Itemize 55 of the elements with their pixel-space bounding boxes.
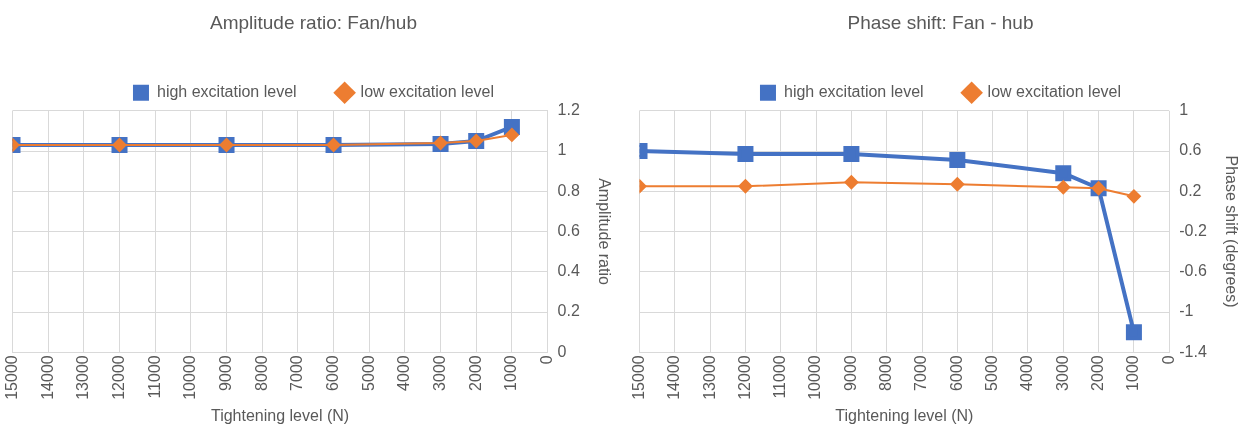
y-tick-label: -0.2 [1179, 221, 1207, 239]
legend-label: high excitation level [783, 83, 924, 101]
y-tick-label: 0.8 [557, 181, 580, 199]
x-tick-label: 8000 [877, 355, 895, 391]
x-axis-title: Tightening level (N) [210, 406, 350, 424]
x-tick-label: 14000 [665, 355, 683, 400]
x-tick-label: 5000 [983, 355, 1001, 391]
x-tick-label: 11000 [145, 355, 163, 399]
x-axis-title: Tightening level (N) [835, 406, 974, 424]
x-tick-label: 10000 [181, 355, 199, 400]
x-tick-label: 0 [1159, 355, 1177, 365]
x-tick-label: 9000 [216, 355, 234, 391]
x-tick-label: 15000 [2, 355, 20, 400]
y-tick-label: 1 [557, 141, 567, 159]
x-tick-label: 7000 [912, 355, 930, 391]
x-tick-label: 11000 [771, 355, 789, 399]
x-tick-label: 4000 [395, 355, 413, 391]
legend-label: low excitation level [987, 83, 1122, 101]
chart-title: Amplitude ratio: Fan/hub [209, 11, 418, 33]
y-tick-label: -1 [1179, 302, 1194, 320]
y-axis-title: Amplitude ratio [595, 178, 613, 286]
y-tick-label: -1.4 [1179, 342, 1207, 360]
x-tick-label: 15000 [629, 355, 647, 400]
y-tick-label: 1 [1179, 101, 1189, 119]
x-tick-label: 6000 [947, 355, 965, 391]
legend-label: low excitation level [360, 83, 495, 101]
x-tick-label: 13000 [700, 355, 718, 400]
y-tick-label: 0.6 [557, 221, 580, 239]
x-tick-label: 9000 [841, 355, 859, 391]
x-tick-label: 7000 [288, 355, 306, 391]
x-tick-label: 13000 [74, 355, 92, 400]
x-tick-label: 5000 [359, 355, 377, 391]
y-tick-label: -0.6 [1179, 262, 1207, 280]
x-tick-label: 2000 [1089, 355, 1107, 391]
x-tick-label: 14000 [38, 355, 56, 400]
x-tick-label: 10000 [806, 355, 824, 400]
x-tick-label: 0 [537, 355, 555, 365]
x-tick-label: 6000 [323, 355, 341, 391]
y-tick-label: 0.4 [557, 262, 580, 280]
y-tick-label: 1.2 [557, 101, 580, 119]
y-tick-label: 0.2 [557, 302, 580, 320]
x-tick-label: 4000 [1018, 355, 1036, 391]
x-tick-label: 12000 [109, 355, 127, 400]
y-axis-title: Phase shift (degrees) [1222, 155, 1240, 308]
x-tick-label: 3000 [1053, 355, 1071, 391]
x-tick-label: 1000 [1124, 355, 1142, 391]
y-tick-label: 0.2 [1179, 181, 1202, 199]
x-tick-label: 3000 [430, 355, 448, 391]
x-tick-label: 1000 [502, 355, 520, 391]
chart-title: Phase shift: Fan - hub [847, 11, 1034, 33]
legend-label: high excitation level [156, 83, 297, 101]
y-tick-label: 0.6 [1179, 141, 1202, 159]
x-tick-label: 12000 [735, 355, 753, 400]
x-tick-label: 2000 [466, 355, 484, 391]
x-tick-label: 8000 [252, 355, 270, 391]
